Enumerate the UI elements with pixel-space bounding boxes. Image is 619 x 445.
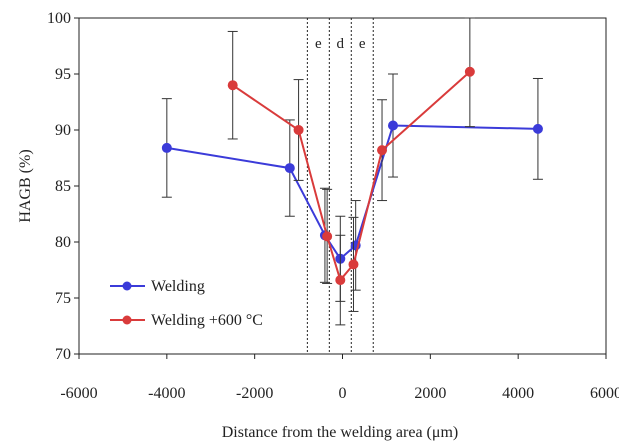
y-tick-label: 75 [55, 290, 71, 307]
x-axis: -6000 -4000 -2000 0 2000 4000 6000 [60, 354, 619, 402]
data-point [348, 259, 359, 270]
data-point [293, 125, 304, 135]
data-point [227, 80, 238, 91]
data-point [464, 66, 475, 77]
y-axis: 70 75 80 85 90 95 100 [47, 10, 79, 363]
legend-label: Welding [151, 278, 205, 295]
x-tick-label: 2000 [414, 385, 446, 402]
plot-frame [78, 17, 607, 355]
data-point [532, 123, 543, 134]
zone-label: e [315, 36, 322, 52]
series-2 [227, 17, 475, 326]
y-axis-title: HAGB (%) [17, 149, 34, 222]
x-tick-label: -4000 [148, 385, 185, 402]
series-line [166, 124, 538, 261]
y-tick-label: 100 [47, 10, 71, 27]
data-point [335, 275, 346, 286]
legend-label: Welding +600 °C [151, 312, 263, 329]
x-tick-label: -2000 [236, 385, 273, 402]
data-point [161, 142, 172, 153]
x-tick-label: -6000 [60, 385, 97, 402]
x-tick-label: 0 [339, 385, 347, 402]
data-point [284, 163, 295, 174]
y-tick-label: 95 [55, 66, 71, 83]
y-tick-label: 80 [55, 234, 71, 251]
y-tick-label: 70 [55, 346, 71, 363]
x-tick-label: 6000 [590, 385, 619, 402]
x-tick-label: 4000 [502, 385, 534, 402]
data-point [322, 231, 333, 242]
series-layer [161, 17, 543, 326]
legend-marker [122, 281, 132, 291]
data-point [377, 145, 388, 156]
legend-marker [122, 315, 132, 325]
zone-label: d [337, 36, 345, 52]
y-tick-label: 90 [55, 122, 71, 139]
legend: Welding Welding +600 °C [110, 278, 263, 329]
data-point [388, 120, 399, 131]
x-axis-title: Distance from the welding area (μm) [222, 424, 458, 441]
zone-label: e [359, 36, 366, 52]
y-tick-label: 85 [55, 178, 71, 195]
